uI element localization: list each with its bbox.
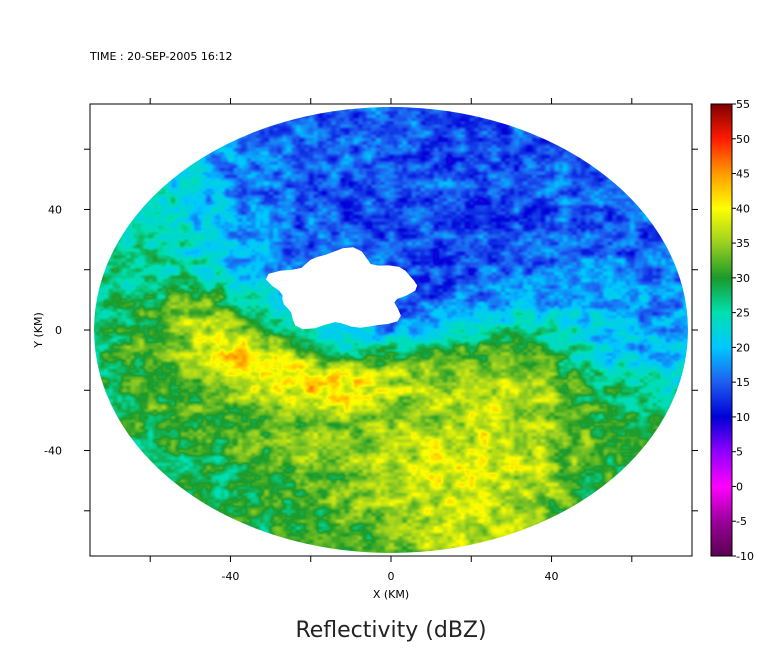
colorbar-tick-label: 25	[736, 307, 750, 320]
y-tick-label: 0	[55, 324, 62, 337]
axis-ticks	[84, 98, 698, 562]
reflectivity-field	[94, 107, 688, 553]
colorbar-tick-label: 55	[736, 98, 750, 111]
colorbar-tick-label: 50	[736, 133, 750, 146]
chart-title: Reflectivity (dBZ)	[295, 618, 486, 643]
colorbar-ticks	[732, 103, 736, 557]
x-tick-label: 40	[545, 570, 559, 583]
colorbar-tick-label: 10	[736, 411, 750, 424]
y-tick-labels: 40 0 -40	[44, 203, 62, 457]
y-axis-label: Y (KM)	[32, 312, 45, 349]
colorbar-tick-label: 5	[736, 446, 743, 459]
timestamp-label: TIME : 20-SEP-2005 16:12	[89, 50, 233, 63]
colorbar-tick-label: 15	[736, 376, 750, 389]
x-tick-label: -40	[221, 570, 239, 583]
y-tick-label: 40	[48, 203, 62, 216]
colorbar-tick-label: 35	[736, 237, 750, 250]
colorbar-tick-label: 40	[736, 202, 750, 215]
reflectivity-raster	[94, 107, 688, 553]
colorbar-tick-label: -10	[736, 550, 754, 563]
y-tick-label: -40	[44, 445, 62, 458]
colorbar-tick-label: 45	[736, 168, 750, 181]
x-tick-label: 0	[388, 570, 395, 583]
x-axis-label: X (KM)	[373, 588, 409, 601]
colorbar-tick-label: 30	[736, 272, 750, 285]
x-tick-labels: -40 0 40	[221, 570, 558, 583]
eye-no-data-region	[265, 247, 418, 330]
colorbar-tick-label: 20	[736, 341, 750, 354]
colorbar	[710, 103, 733, 557]
colorbar-tick-label: -5	[736, 515, 747, 528]
colorbar-tick-label: 0	[736, 480, 743, 493]
